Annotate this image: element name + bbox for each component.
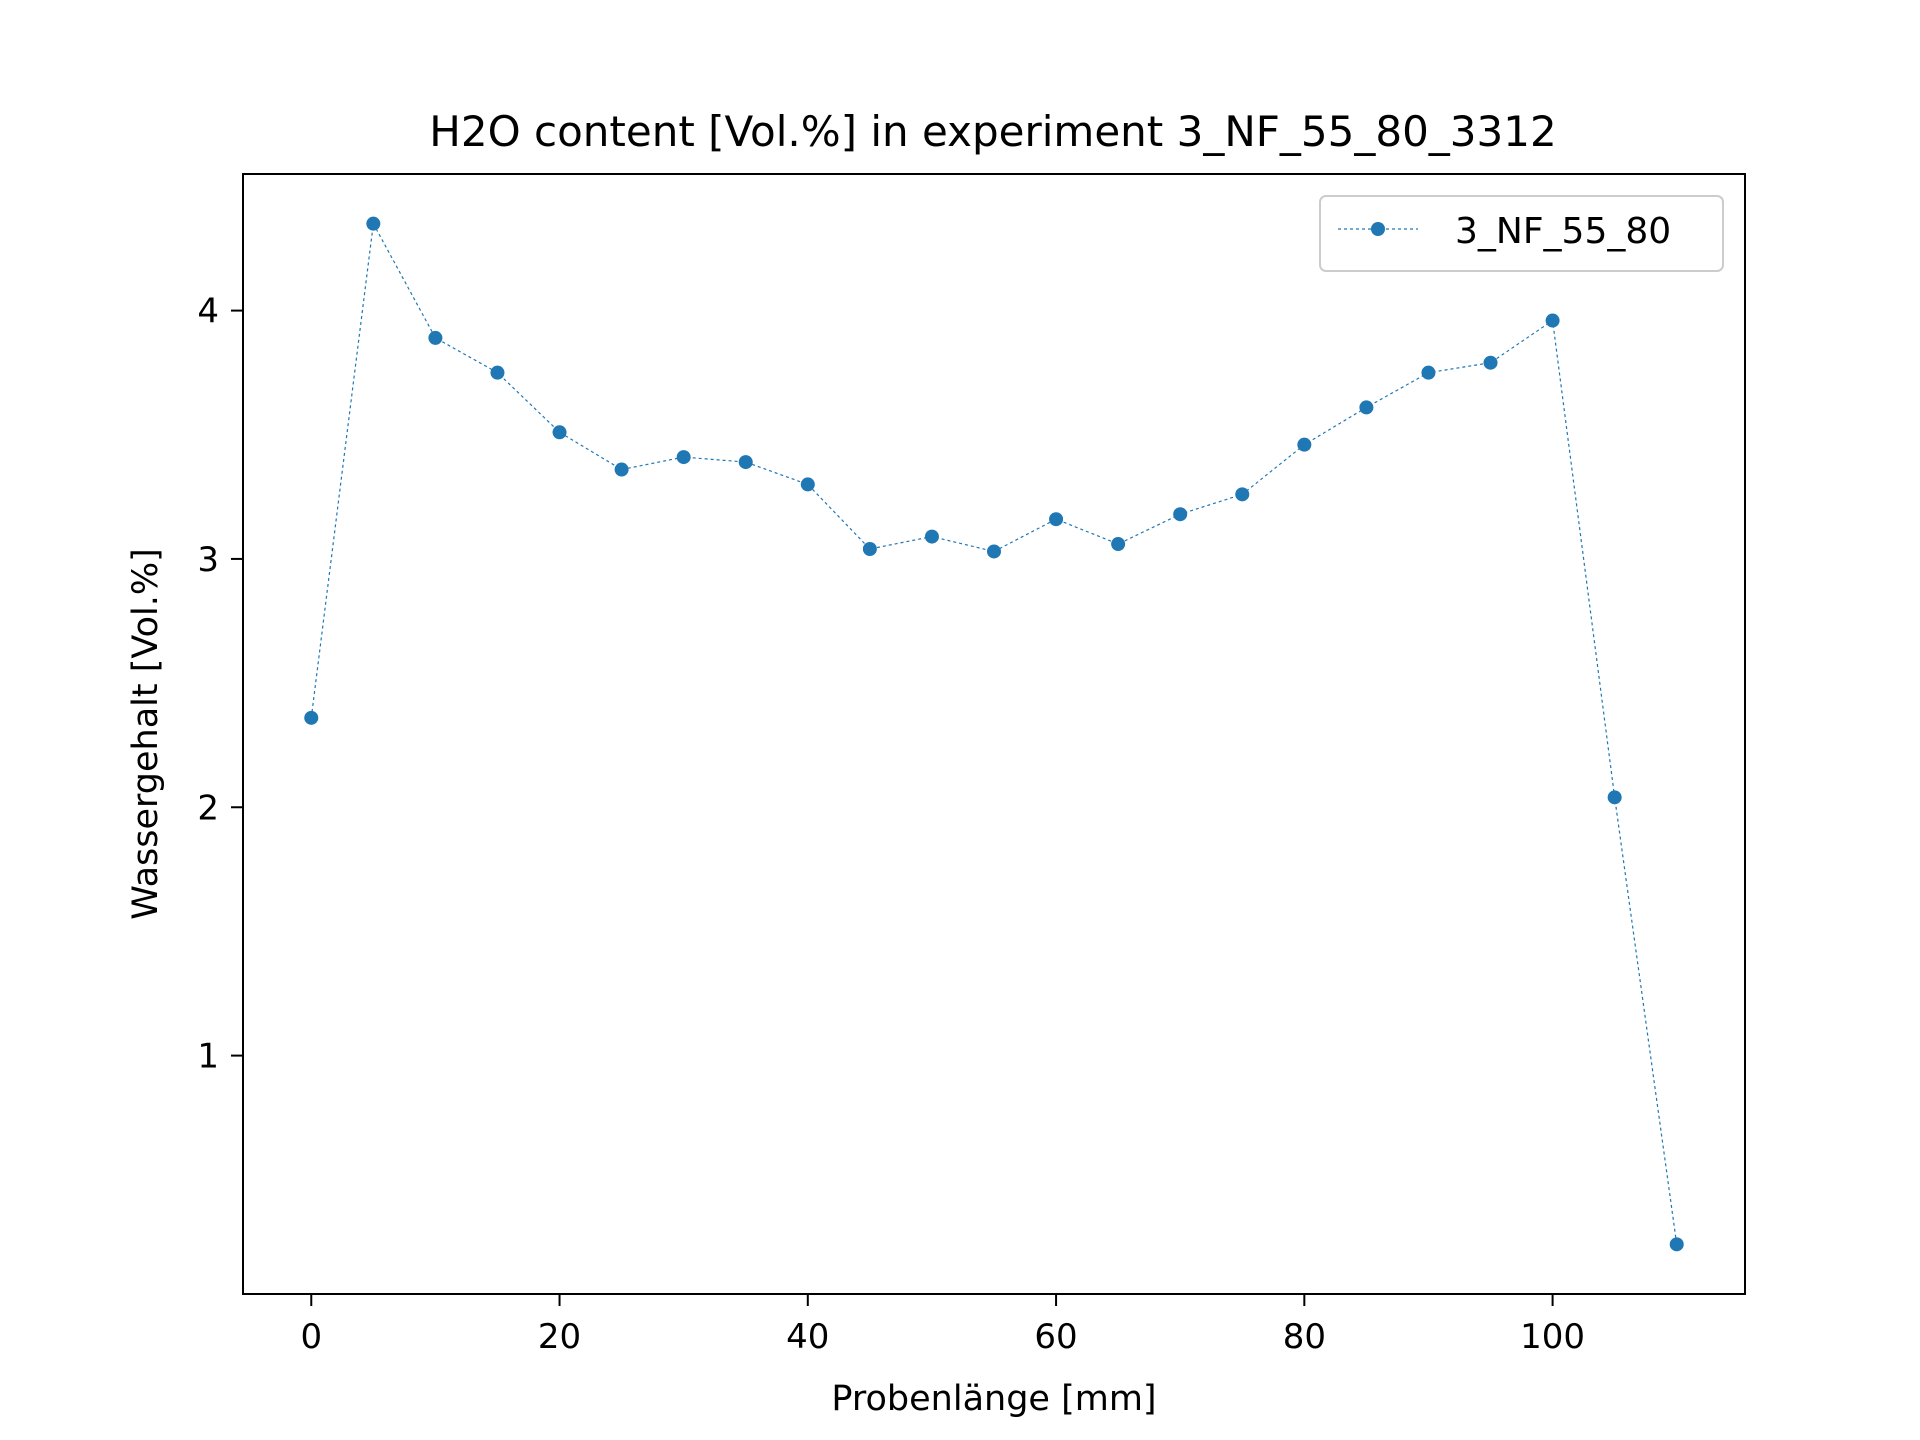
- data-point: [862, 541, 877, 556]
- data-point: [1297, 437, 1312, 452]
- data-point: [1111, 537, 1126, 552]
- legend-box: [1319, 195, 1724, 272]
- legend-entry-label: 3_NF_55_80: [1455, 211, 1671, 252]
- data-point: [738, 455, 753, 470]
- data-point: [924, 529, 939, 544]
- data-point: [1173, 507, 1188, 522]
- data-point: [490, 365, 505, 380]
- x-axis-label: Probenlänge [mm]: [831, 1379, 1156, 1419]
- series-line: [310, 221, 1678, 1245]
- data-point: [366, 216, 381, 231]
- legend: 3_NF_55_80: [1319, 195, 1724, 272]
- axes-frame: [242, 173, 1746, 1295]
- data-point: [552, 425, 567, 440]
- data-point: [1235, 487, 1250, 502]
- x-tick-label: 40: [786, 1317, 829, 1357]
- data-point: [428, 330, 443, 345]
- x-tick-label: 100: [1520, 1317, 1585, 1357]
- y-tick-label: 4: [197, 292, 219, 332]
- chart-title: H2O content [Vol.%] in experiment 3_NF_5…: [429, 107, 1556, 156]
- y-axis-label: Wassergehalt [Vol.%]: [126, 548, 166, 920]
- plot-area: [304, 216, 1684, 1252]
- x-tick-label: 0: [300, 1317, 322, 1357]
- data-point: [1421, 365, 1436, 380]
- x-tick-label: 80: [1283, 1317, 1326, 1357]
- x-tick-label: 60: [1034, 1317, 1077, 1357]
- data-point: [1049, 512, 1064, 527]
- data-point: [1607, 790, 1622, 805]
- x-tick-label: 20: [538, 1317, 581, 1357]
- y-tick-label: 1: [197, 1037, 219, 1077]
- x-axis: 0 20 40 60 80 100: [300, 1294, 1585, 1357]
- y-axis: 1 2 3 4: [197, 292, 243, 1077]
- data-point: [1545, 313, 1560, 328]
- y-tick-label: 2: [197, 788, 219, 828]
- data-point: [1483, 355, 1498, 370]
- data-point: [987, 544, 1001, 559]
- legend-marker-swatch: [1371, 222, 1385, 236]
- data-point: [304, 710, 319, 725]
- data-point: [614, 462, 629, 477]
- data-point: [676, 450, 691, 465]
- data-point: [1669, 1237, 1684, 1252]
- y-tick-label: 3: [197, 540, 219, 580]
- data-point: [800, 477, 815, 492]
- data-point: [1359, 400, 1374, 415]
